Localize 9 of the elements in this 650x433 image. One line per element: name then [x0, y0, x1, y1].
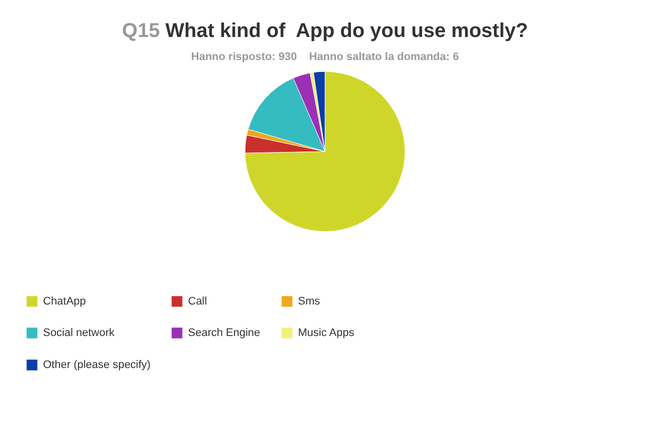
legend-label: Social network — [43, 327, 116, 339]
legend-label: Music Apps — [298, 327, 355, 339]
legend-label: Sms — [298, 295, 320, 308]
chart-title: Q15 What kind of App do you use mostly? — [121, 20, 529, 43]
chart-subtitle: Hanno risposto: 930 Hanno saltato la domanda: 6 — [190, 51, 460, 63]
legend-label: Other (please specify) — [43, 359, 151, 371]
legend-label: Call — [188, 295, 207, 308]
legend-label: ChatApp — [43, 295, 86, 308]
legend-label: Search Engine — [188, 327, 260, 339]
